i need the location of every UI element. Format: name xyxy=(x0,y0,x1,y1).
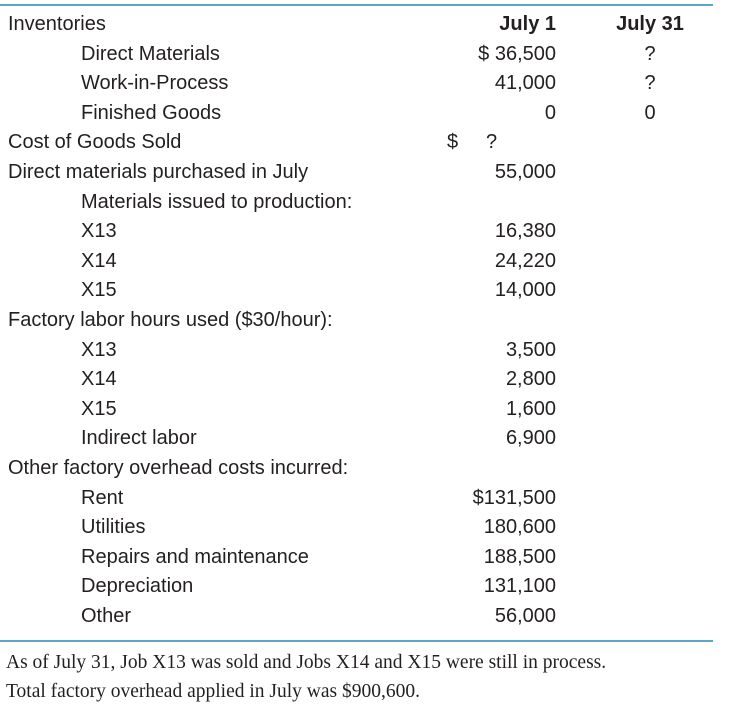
july31-header: July 31 xyxy=(616,13,684,35)
wip-label: Work-in-Process xyxy=(81,72,229,95)
other-label: Other xyxy=(81,604,132,627)
materials-x14-value: 24,220 xyxy=(494,249,556,272)
overhead-label: Other factory overhead costs incurred: xyxy=(8,456,349,479)
utilities-value: 180,600 xyxy=(483,516,556,539)
materials-x15-label: X15 xyxy=(81,279,117,302)
table-row: Indirect labor 6,900 xyxy=(0,424,713,454)
finished-goods-label: Finished Goods xyxy=(81,101,222,124)
table-row: Work-in-Process 41,000 ? xyxy=(0,69,713,99)
table-row: Factory labor hours used ($30/hour): xyxy=(0,306,713,336)
table-row: X14 24,220 xyxy=(0,247,713,277)
table-row: X15 1,600 xyxy=(0,395,713,425)
footnote-line-1: As of July 31, Job X13 was sold and Jobs… xyxy=(6,652,607,673)
cogs-value: ? xyxy=(486,131,498,154)
table-row: Direct Materials $ 36,500 ? xyxy=(0,40,713,70)
table-row: X13 16,380 xyxy=(0,217,713,247)
labor-x15-value: 1,600 xyxy=(505,397,556,420)
cogs-dollar-sign: $ xyxy=(447,131,459,154)
materials-x13-value: 16,380 xyxy=(494,220,556,243)
table-row: X13 3,500 xyxy=(0,336,713,366)
indirect-labor-label: Indirect labor xyxy=(81,427,197,450)
materials-x13-label: X13 xyxy=(81,220,117,243)
table-row: Depreciation 131,100 xyxy=(0,572,713,602)
direct-materials-label: Direct Materials xyxy=(81,42,220,65)
dm-purchased-value: 55,000 xyxy=(494,160,556,183)
table-row: Rent $131,500 xyxy=(0,484,713,514)
indirect-labor-value: 6,900 xyxy=(505,427,556,450)
direct-materials-july31: ? xyxy=(644,42,656,65)
depreciation-value: 131,100 xyxy=(483,575,556,598)
direct-materials-july1: $ 36,500 xyxy=(478,42,556,65)
table-row: Repairs and maintenance 188,500 xyxy=(0,543,713,573)
footnote-line-2: Total factory overhead applied in July w… xyxy=(6,681,420,702)
table-row: Cost of Goods Sold $ ? xyxy=(0,128,713,158)
table-header-row: Inventories July 1 July 31 xyxy=(0,10,713,40)
finished-goods-july31: 0 xyxy=(644,101,656,124)
july1-header: July 1 xyxy=(499,13,556,35)
labor-x13-label: X13 xyxy=(81,338,117,361)
table-row: Other 56,000 xyxy=(0,602,713,632)
inventories-label: Inventories xyxy=(8,13,106,35)
rent-label: Rent xyxy=(81,486,124,509)
table-row: Utilities 180,600 xyxy=(0,513,713,543)
cogs-label: Cost of Goods Sold xyxy=(8,131,182,154)
rent-value: $131,500 xyxy=(472,486,556,509)
wip-july1: 41,000 xyxy=(494,72,556,95)
materials-x14-label: X14 xyxy=(81,249,117,272)
materials-x15-value: 14,000 xyxy=(494,279,556,302)
data-table: Inventories July 1 July 31 Direct Materi… xyxy=(0,10,713,631)
finished-goods-july1: 0 xyxy=(544,101,556,124)
depreciation-label: Depreciation xyxy=(81,575,194,598)
table-row: Materials issued to production: xyxy=(0,188,713,218)
labor-x15-label: X15 xyxy=(81,397,117,420)
labor-x13-value: 3,500 xyxy=(505,338,556,361)
labor-x14-label: X14 xyxy=(81,368,117,391)
dm-purchased-label: Direct materials purchased in July xyxy=(8,160,309,183)
other-value: 56,000 xyxy=(494,604,556,627)
footnote: As of July 31, Job X13 was sold and Jobs… xyxy=(6,648,721,706)
repairs-label: Repairs and maintenance xyxy=(81,545,309,568)
repairs-value: 188,500 xyxy=(483,545,556,568)
top-rule xyxy=(0,4,713,6)
labor-x14-value: 2,800 xyxy=(505,368,556,391)
labor-label: Factory labor hours used ($30/hour): xyxy=(8,308,333,331)
table-row: Other factory overhead costs incurred: xyxy=(0,454,713,484)
materials-issued-label: Materials issued to production: xyxy=(81,190,353,213)
table-row: X15 14,000 xyxy=(0,276,713,306)
table-row: X14 2,800 xyxy=(0,365,713,395)
utilities-label: Utilities xyxy=(81,516,146,539)
table-row: Finished Goods 0 0 xyxy=(0,99,713,129)
table-row: Direct materials purchased in July 55,00… xyxy=(0,158,713,188)
wip-july31: ? xyxy=(644,72,656,95)
bottom-rule xyxy=(0,640,713,642)
